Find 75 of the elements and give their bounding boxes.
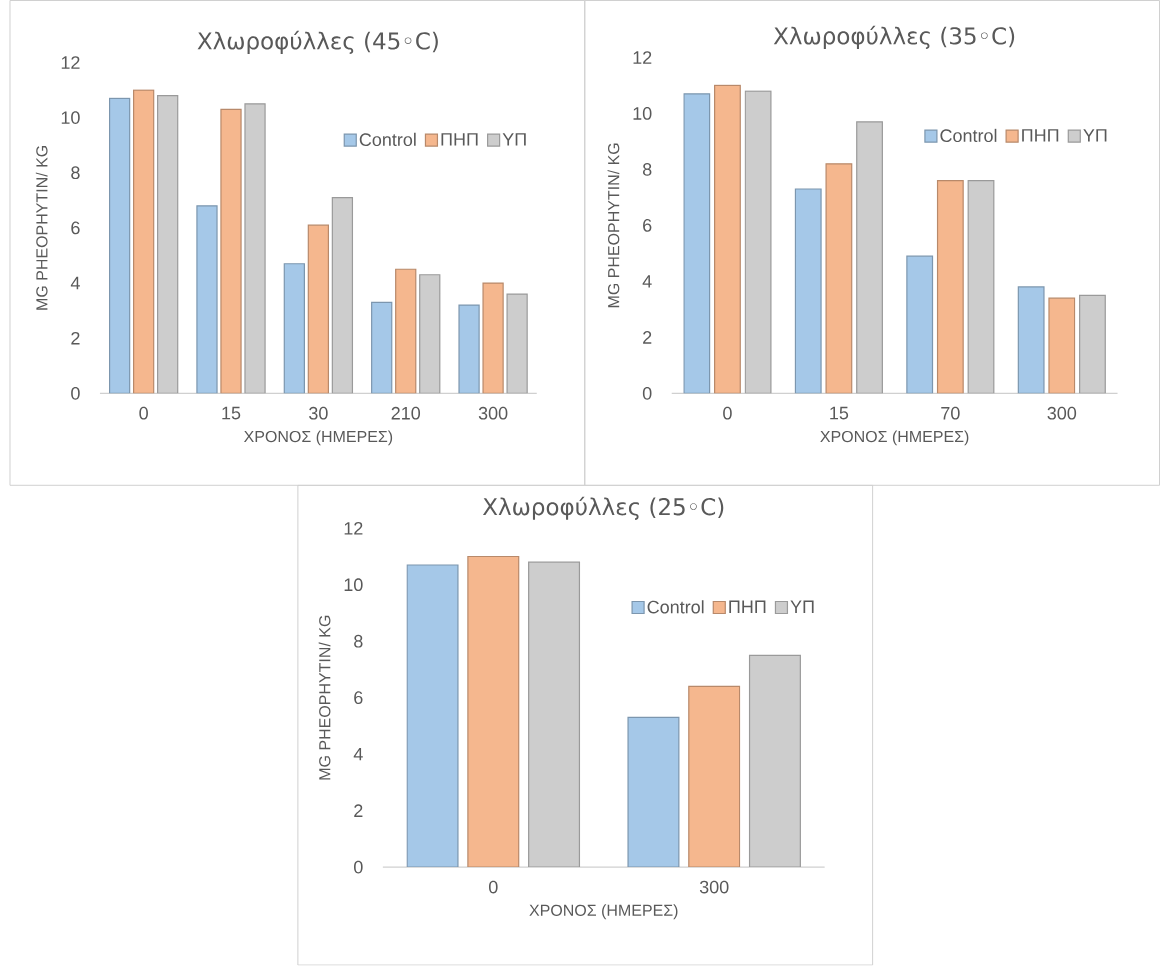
y-axis-title: MG PHEOPHYTIN/ KG bbox=[607, 143, 620, 308]
chart-title: Χλωροφύλλες (35◦C) bbox=[773, 26, 1015, 50]
bar bbox=[331, 197, 354, 394]
y-tick-label: 4 bbox=[353, 748, 363, 761]
bar bbox=[744, 90, 772, 394]
legend-label: ΠΗΠ bbox=[1022, 129, 1059, 142]
y-tick-label: 6 bbox=[71, 221, 80, 235]
bar bbox=[794, 188, 822, 394]
bar bbox=[506, 293, 528, 394]
y-tick-label: 0 bbox=[354, 860, 363, 874]
y-tick-label: 12 bbox=[633, 51, 652, 64]
bar bbox=[1017, 286, 1045, 394]
bar bbox=[108, 97, 131, 394]
chart-title: Χλωροφύλλες (45◦C) bbox=[197, 31, 438, 55]
legend-label: ΠΗΠ bbox=[729, 600, 766, 614]
bar bbox=[627, 717, 680, 868]
bar bbox=[856, 121, 883, 394]
x-tick-label: 0 bbox=[139, 407, 148, 420]
bar bbox=[683, 93, 711, 394]
bar bbox=[906, 255, 934, 394]
legend-label: ΥΠ bbox=[1083, 129, 1107, 142]
x-tick-label: 0 bbox=[723, 407, 732, 420]
bar bbox=[688, 686, 741, 868]
y-axis-title: MG PHEOPHYTIN/ KG bbox=[318, 616, 331, 780]
x-tick-label: 15 bbox=[830, 407, 849, 420]
legend-label: ΥΠ bbox=[790, 600, 814, 614]
y-tick-label: 8 bbox=[354, 635, 363, 648]
y-tick-label: 12 bbox=[344, 522, 363, 535]
y-tick-label: 8 bbox=[642, 163, 652, 176]
x-tick-label: 210 bbox=[391, 407, 421, 420]
bar bbox=[825, 163, 853, 394]
bar bbox=[133, 89, 155, 394]
legend-label: Control bbox=[940, 129, 997, 143]
y-tick-label: 6 bbox=[643, 219, 652, 232]
x-axis-title: ΧΡΟΝΟΣ (ΗΜΕΡΕΣ) bbox=[820, 430, 969, 446]
x-tick-label: 300 bbox=[1047, 407, 1077, 420]
bar bbox=[1079, 294, 1106, 394]
y-tick-label: 8 bbox=[71, 166, 80, 180]
legend-label: Control bbox=[359, 133, 416, 147]
y-tick-label: 2 bbox=[354, 804, 363, 818]
y-tick-label: 2 bbox=[71, 332, 80, 345]
legend-label: ΠΗΠ bbox=[441, 133, 478, 146]
y-tick-label: 6 bbox=[354, 691, 363, 705]
bar bbox=[283, 263, 305, 394]
chart-title: Χλωροφύλλες (25◦C) bbox=[482, 496, 724, 521]
y-tick-label: 10 bbox=[61, 111, 80, 125]
bar bbox=[936, 180, 964, 394]
y-axis-title: MG PHEOPHYTIN/ KG bbox=[35, 146, 48, 310]
y-tick-label: 4 bbox=[642, 275, 652, 288]
y-tick-label: 12 bbox=[61, 56, 80, 69]
x-tick-label: 70 bbox=[941, 407, 960, 420]
x-tick-label: 300 bbox=[699, 880, 729, 894]
bar bbox=[157, 95, 179, 394]
x-tick-label: 300 bbox=[478, 407, 508, 420]
x-tick-label: 30 bbox=[309, 407, 328, 420]
x-tick-label: 15 bbox=[222, 407, 241, 420]
y-tick-label: 0 bbox=[71, 387, 80, 400]
y-tick-label: 2 bbox=[643, 331, 652, 344]
bar bbox=[371, 301, 393, 394]
legend-label: Control bbox=[647, 600, 704, 614]
y-tick-label: 0 bbox=[642, 387, 652, 400]
bar bbox=[467, 556, 520, 868]
bar bbox=[395, 268, 417, 394]
bar bbox=[419, 274, 441, 394]
x-axis-title: ΧΡΟΝΟΣ (ΗΜΕΡΕΣ) bbox=[243, 430, 393, 446]
bar bbox=[967, 180, 995, 394]
y-tick-label: 10 bbox=[344, 578, 363, 592]
y-tick-label: 4 bbox=[70, 277, 80, 290]
bar bbox=[307, 224, 330, 394]
x-axis-title: ΧΡΟΝΟΣ (ΗΜΕΡΕΣ) bbox=[529, 904, 678, 920]
bar bbox=[714, 85, 741, 394]
bar bbox=[406, 564, 459, 868]
bar bbox=[1048, 297, 1076, 394]
legend-label: ΥΠ bbox=[502, 133, 526, 146]
y-tick-label: 10 bbox=[633, 107, 652, 121]
